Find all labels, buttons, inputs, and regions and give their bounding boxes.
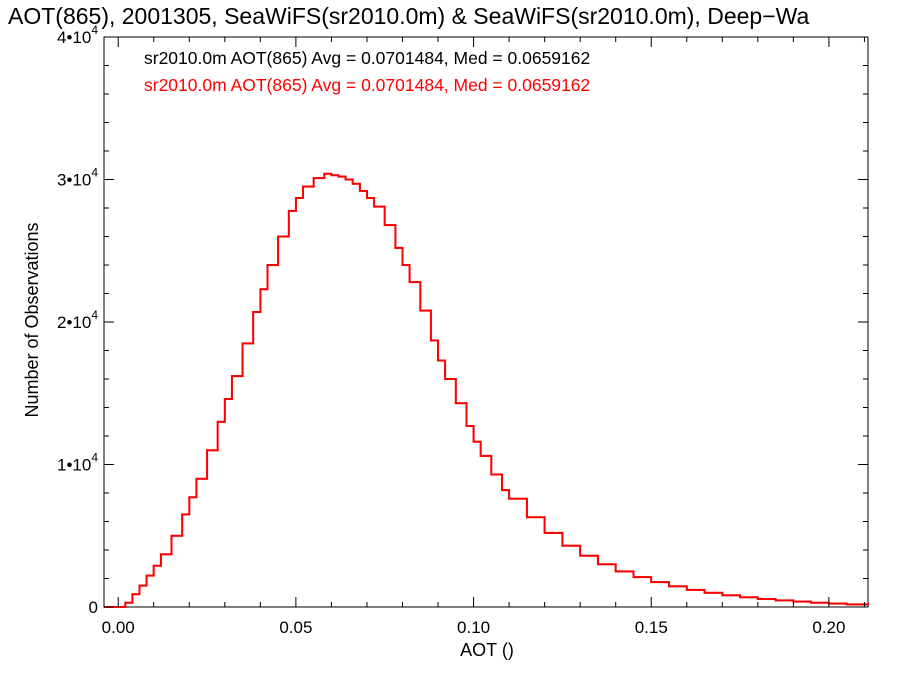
- y-tick-label: 3•104: [57, 166, 98, 190]
- x-tick-label: 0.05: [279, 618, 312, 637]
- y-axis-label: Number of Observations: [22, 222, 42, 417]
- legend-entry-2: sr2010.0m AOT(865) Avg = 0.0701484, Med …: [144, 75, 590, 95]
- x-axis-label: AOT (): [460, 640, 514, 660]
- y-tick-label: 0: [89, 598, 98, 617]
- y-tick-label: 2•104: [57, 308, 98, 332]
- legend-entry-1: sr2010.0m AOT(865) Avg = 0.0701484, Med …: [144, 48, 590, 68]
- series-2-line: [104, 172, 869, 608]
- y-tick-label: 1•104: [57, 451, 98, 475]
- x-tick-label: 0.00: [102, 618, 135, 637]
- y-tick-label: 4•104: [57, 23, 98, 47]
- x-tick-label: 0.15: [635, 618, 668, 637]
- y-axis: 0 1•104 2•104 3•104 4•104: [57, 23, 868, 617]
- chart-title: AOT(865), 2001305, SeaWiFS(sr2010.0m) & …: [8, 3, 809, 29]
- legend: sr2010.0m AOT(865) Avg = 0.0701484, Med …: [144, 48, 590, 95]
- x-tick-label: 0.20: [812, 618, 845, 637]
- x-tick-label: 0.10: [457, 618, 490, 637]
- x-axis: 0.00 0.05 0.10 0.15 0.20: [102, 37, 865, 637]
